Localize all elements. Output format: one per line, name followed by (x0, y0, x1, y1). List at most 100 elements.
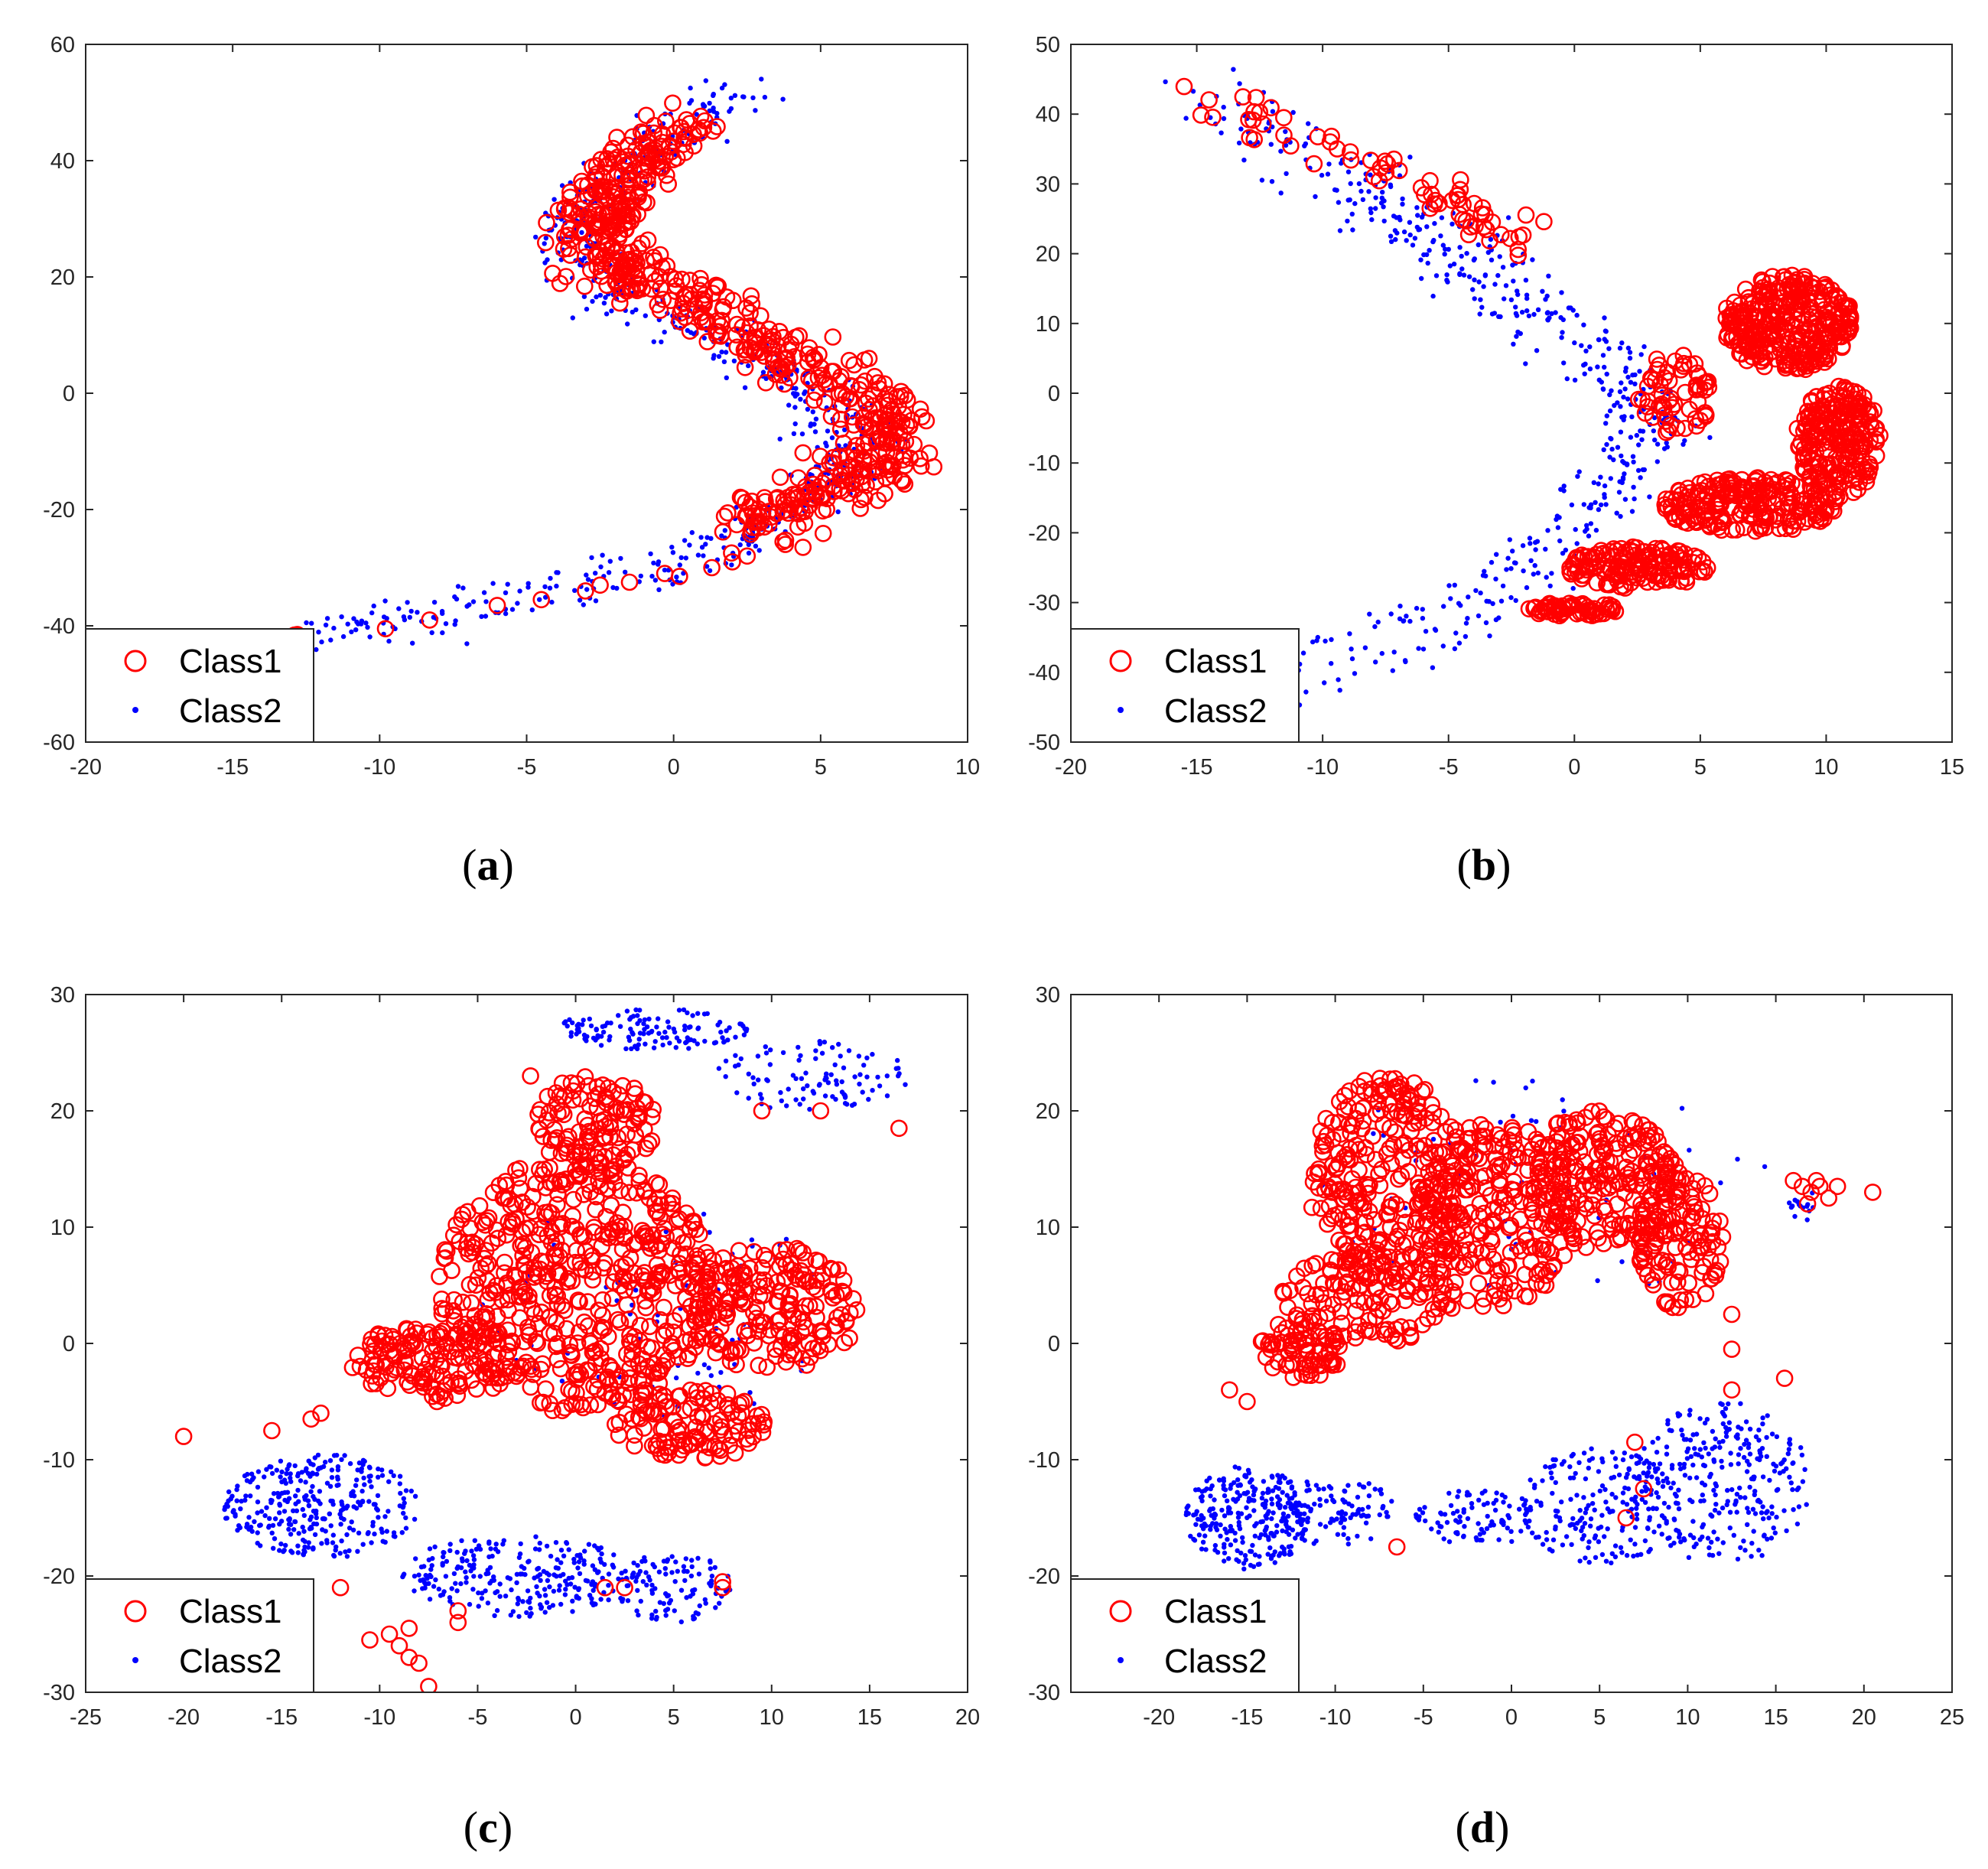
class1-point (778, 1241, 796, 1258)
class2-point (694, 112, 699, 117)
x-tick-label: -5 (1439, 755, 1459, 780)
class1-point (443, 1262, 460, 1279)
class2-point (515, 601, 520, 606)
class2-point (584, 306, 590, 312)
class1-point (652, 138, 671, 155)
class2-point (372, 1531, 377, 1537)
class2-point (376, 1474, 381, 1480)
class2-point (396, 606, 402, 611)
class2-point (623, 569, 628, 575)
class2-point (344, 1532, 350, 1538)
class1-point (1241, 129, 1258, 147)
class2-point (1418, 257, 1423, 262)
class2-point (669, 1570, 675, 1575)
class1-point (541, 1174, 559, 1191)
class2-point (749, 1237, 755, 1242)
class2-point (722, 82, 727, 87)
class1-point (623, 207, 642, 225)
class2-point (1238, 126, 1244, 132)
class2-point (1579, 343, 1584, 348)
class2-point (801, 1096, 806, 1102)
class2-point (412, 1588, 417, 1594)
class1-point (1795, 321, 1813, 339)
class2-point (1381, 198, 1387, 204)
class2-point (1581, 502, 1586, 507)
class2-point (485, 1568, 490, 1573)
class1-point (738, 547, 756, 565)
class2-point (606, 1571, 612, 1577)
class2-point (665, 1019, 671, 1024)
y-tick-label: -10 (1028, 451, 1060, 476)
class2-point (649, 1582, 655, 1588)
class2-point (581, 1558, 587, 1564)
class2-point (832, 1062, 838, 1068)
class2-point (1236, 140, 1242, 146)
class2-point (440, 1562, 445, 1568)
class2-point (733, 1053, 738, 1058)
class2-point (1524, 584, 1530, 591)
class2-point (440, 630, 445, 636)
class1-point (650, 1374, 669, 1392)
class1-point (652, 1421, 670, 1438)
class2-point (783, 1236, 789, 1242)
class2-point (415, 610, 420, 615)
class2-point (753, 108, 758, 113)
class2-point (1618, 404, 1623, 409)
class2-point (401, 1510, 406, 1516)
class2-point (1651, 415, 1658, 421)
y-tick-label: 20 (50, 265, 75, 290)
class2-point (701, 553, 706, 558)
class2-point (1651, 428, 1656, 434)
class1-point (562, 1074, 581, 1092)
class2-point (525, 1559, 531, 1565)
legend-class2-label: Class2 (1164, 692, 1267, 730)
class2-point (1356, 181, 1362, 187)
class2-point (1557, 538, 1563, 544)
class1-point (1782, 495, 1800, 513)
class2-point (244, 1522, 250, 1527)
class1-point (1680, 500, 1698, 517)
class1-point (1390, 161, 1408, 180)
class1-point (599, 1368, 617, 1386)
class2-point (829, 435, 835, 441)
class2-point (397, 1503, 402, 1509)
class2-point (233, 1513, 238, 1519)
class2-point (272, 1516, 278, 1522)
class1-point (445, 1291, 464, 1309)
plot-area (1071, 44, 1952, 742)
class2-point (1452, 582, 1458, 588)
class2-point (674, 1035, 680, 1040)
class2-point (644, 1582, 649, 1587)
class2-point (669, 1554, 675, 1559)
class2-point (1505, 215, 1511, 220)
class1-point (611, 1181, 630, 1200)
class2-point (582, 1036, 587, 1042)
class1-point (565, 1190, 583, 1209)
class2-point (825, 428, 831, 434)
class2-point (586, 1542, 592, 1547)
class2-point (1461, 272, 1467, 278)
class2-point (1367, 611, 1372, 617)
class2-point (609, 308, 614, 314)
class1-point (599, 1180, 617, 1198)
class2-point (407, 614, 412, 620)
class2-point (1632, 381, 1638, 386)
class1-point (1802, 278, 1820, 295)
class1-point (1514, 226, 1532, 244)
class2-point (1381, 218, 1387, 224)
class1-point (1742, 304, 1760, 323)
class2-point (728, 96, 734, 101)
class2-point (616, 1013, 621, 1018)
class2-point (436, 1586, 441, 1592)
class1-point (1733, 502, 1751, 519)
x-tick-label: 0 (668, 755, 680, 780)
class2-point (1523, 278, 1529, 283)
class2-point (1629, 414, 1635, 419)
class2-point (1587, 366, 1593, 372)
class1-point (689, 1324, 708, 1341)
class2-point (733, 1063, 738, 1069)
class1-point (1733, 309, 1751, 327)
class2-point (1611, 457, 1616, 463)
class2-point (1463, 633, 1469, 640)
class2-point (262, 1474, 267, 1480)
